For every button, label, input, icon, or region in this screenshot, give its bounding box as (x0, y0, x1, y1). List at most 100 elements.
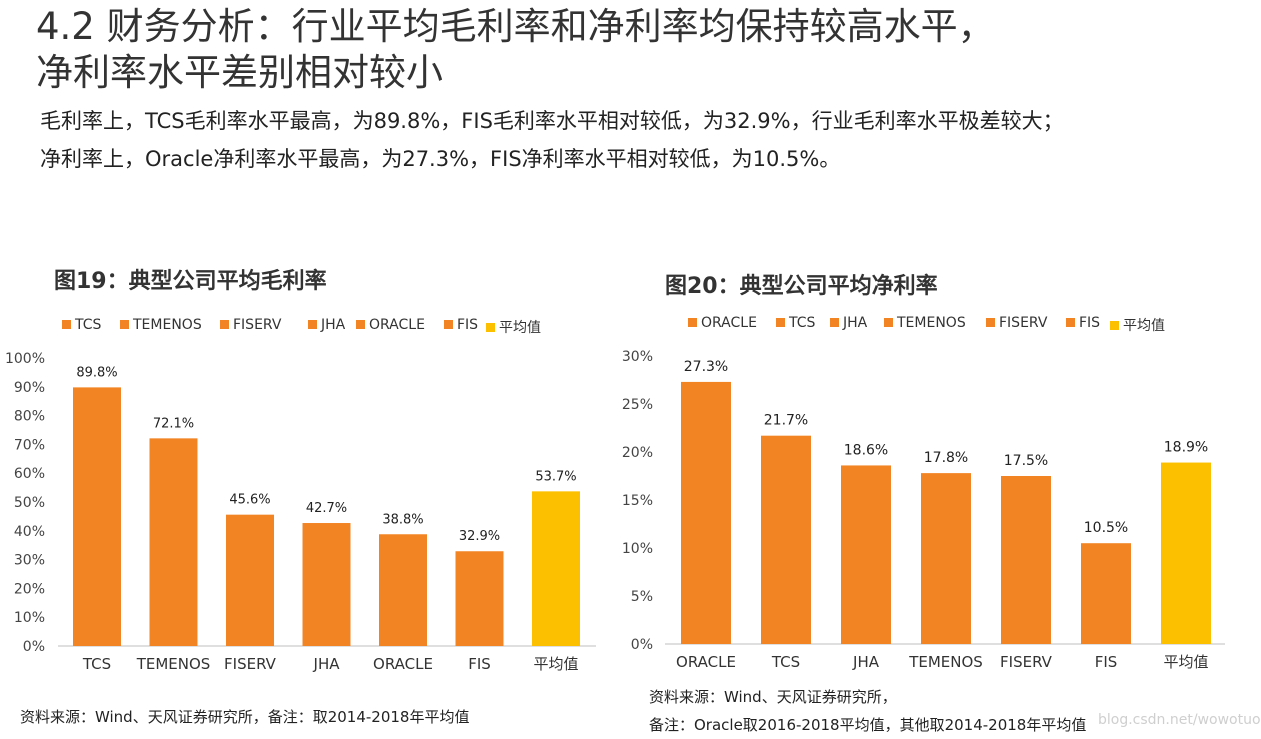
y-tick-label: 60% (14, 466, 45, 482)
legend-label: FISERV (233, 317, 282, 333)
legend-swatch (830, 317, 839, 327)
legend-item-oracle: ORACLE (688, 315, 757, 331)
legend-item-jha: JHA (830, 315, 867, 331)
data-label: 17.5% (1004, 453, 1048, 469)
legend-swatch (986, 317, 995, 327)
category-label: ORACLE (373, 655, 433, 673)
legend-swatch (220, 319, 229, 329)
y-tick-label: 30% (622, 349, 653, 365)
bar-item-6 (532, 491, 580, 646)
legend-label: ORACLE (701, 315, 757, 331)
category-label: 平均值 (1163, 653, 1208, 671)
y-tick-label: 90% (14, 380, 45, 396)
legend-item-oracle: ORACLE (356, 317, 425, 333)
bar-fis (455, 551, 504, 646)
legend-swatch (1110, 320, 1119, 330)
y-tick-label: 40% (14, 524, 45, 540)
legend-item-fiserv: FISERV (986, 315, 1047, 331)
category-label: TCS (82, 655, 111, 673)
legend-label: FIS (457, 317, 479, 333)
category-label: FIS (1095, 653, 1118, 671)
legend-swatch (120, 319, 129, 329)
legend-label: 平均值 (499, 320, 541, 336)
legend-swatch (62, 319, 71, 329)
title-line-1: 4.2 财务分析：行业平均毛利率和净利率均保持较高水平， (36, 5, 995, 48)
bar-tcs (73, 387, 121, 646)
chart-2-source-line-1: 资料来源：Wind、天风证券研究所， (649, 688, 897, 706)
legend-item-fis: FIS (444, 317, 478, 333)
y-tick-label: 20% (622, 445, 653, 461)
chart-1-title: 图19：典型公司平均毛利率 (54, 269, 327, 294)
net-margin-chart: 0% 5% 10% 15% 20% 25% 30% 27.3% ORACLE 21.7% TCS 18… (622, 349, 1225, 671)
y-tick-label: 70% (14, 437, 45, 453)
y-tick-label: 50% (14, 495, 45, 511)
data-label: 10.5% (1084, 520, 1128, 536)
category-label: JHA (852, 653, 880, 671)
chart-1-source: 资料来源：Wind、天风证券研究所，备注：取2014-2018年平均值 (20, 708, 470, 726)
y-tick-label: 10% (622, 541, 653, 557)
legend-swatch (776, 317, 785, 327)
legend-label: JHA (321, 317, 346, 333)
y-tick-label: 20% (14, 581, 45, 597)
gross-margin-chart: 0% 10% 20% 30% 40% 50% 60% 70% 80% 90% 100% 89.8% TC… (5, 351, 596, 673)
legend-label: 平均值 (1123, 318, 1165, 334)
data-label: 53.7% (535, 469, 576, 484)
data-label: 27.3% (684, 359, 728, 375)
bar-temenos (149, 438, 198, 646)
category-label: TCS (771, 653, 800, 671)
legend-item-temenos: TEMENOS (120, 317, 202, 333)
bar-item-6 (1161, 462, 1211, 644)
bar-oracle (681, 381, 731, 644)
data-label: 45.6% (229, 493, 270, 508)
legend-swatch (444, 319, 453, 329)
chart-2-source-line-2: 备注：Oracle取2016-2018平均值，其他取2014-2018年平均值 (649, 716, 1087, 734)
bar-temenos (921, 473, 971, 644)
data-label: 32.9% (459, 529, 500, 544)
y-tick-label: 5% (631, 589, 653, 605)
legend-label: TEMENOS (133, 317, 202, 333)
legend-item-jha: JHA (308, 317, 345, 333)
summary-line-2: 净利率上，Oracle净利率水平最高，为27.3%，FIS净利率水平相对较低，为… (40, 147, 841, 171)
legend-swatch (308, 319, 317, 329)
data-label: 21.7% (764, 413, 808, 429)
data-label: 18.6% (844, 442, 888, 458)
bar-tcs (761, 435, 811, 644)
bar-fiserv (226, 514, 274, 646)
legend-swatch (486, 322, 495, 332)
category-label: ORACLE (676, 653, 736, 671)
legend-label: FISERV (999, 315, 1048, 331)
data-label: 72.1% (153, 416, 194, 431)
y-tick-label: 30% (14, 553, 45, 569)
data-label: 89.8% (76, 365, 117, 380)
legend-item-fiserv: FISERV (220, 317, 281, 333)
category-label: FIS (468, 655, 491, 673)
category-label: JHA (313, 655, 341, 673)
bar-fiserv (1001, 476, 1051, 644)
legend-item-temenos: TEMENOS (884, 315, 966, 331)
bar-fis (1081, 543, 1131, 644)
legend-label: TEMENOS (897, 315, 966, 331)
y-tick-label: 0% (631, 637, 653, 653)
category-label: TEMENOS (136, 655, 211, 673)
y-tick-label: 15% (622, 493, 653, 509)
bar-oracle (379, 534, 427, 646)
page-title: 4.2 财务分析：行业平均毛利率和净利率均保持较高水平， 净利率水平差别相对较小 (36, 4, 1236, 96)
legend-item-fis: FIS (1066, 315, 1100, 331)
data-label: 38.8% (382, 512, 423, 527)
summary-text: 毛利率上，TCS毛利率水平最高，为89.8%，FIS毛利率水平相对较低，为32.… (40, 102, 1240, 178)
y-tick-label: 0% (23, 639, 45, 655)
legend-swatch (884, 317, 893, 327)
category-label: FISERV (1000, 653, 1053, 671)
y-tick-label: 100% (5, 351, 45, 367)
legend-swatch (1066, 317, 1075, 327)
legend-label: FIS (1079, 315, 1101, 331)
legend-item-item-6: 平均值 (486, 317, 541, 337)
legend-swatch (688, 317, 697, 327)
legend-label: ORACLE (369, 317, 425, 333)
chart-2-title: 图20：典型公司平均净利率 (665, 274, 938, 299)
y-tick-label: 80% (14, 409, 45, 425)
y-tick-label: 10% (14, 610, 45, 626)
title-line-2: 净利率水平差别相对较小 (36, 51, 443, 94)
legend-swatch (356, 319, 365, 329)
watermark: blog.csdn.net/wowotuo (1098, 712, 1261, 728)
